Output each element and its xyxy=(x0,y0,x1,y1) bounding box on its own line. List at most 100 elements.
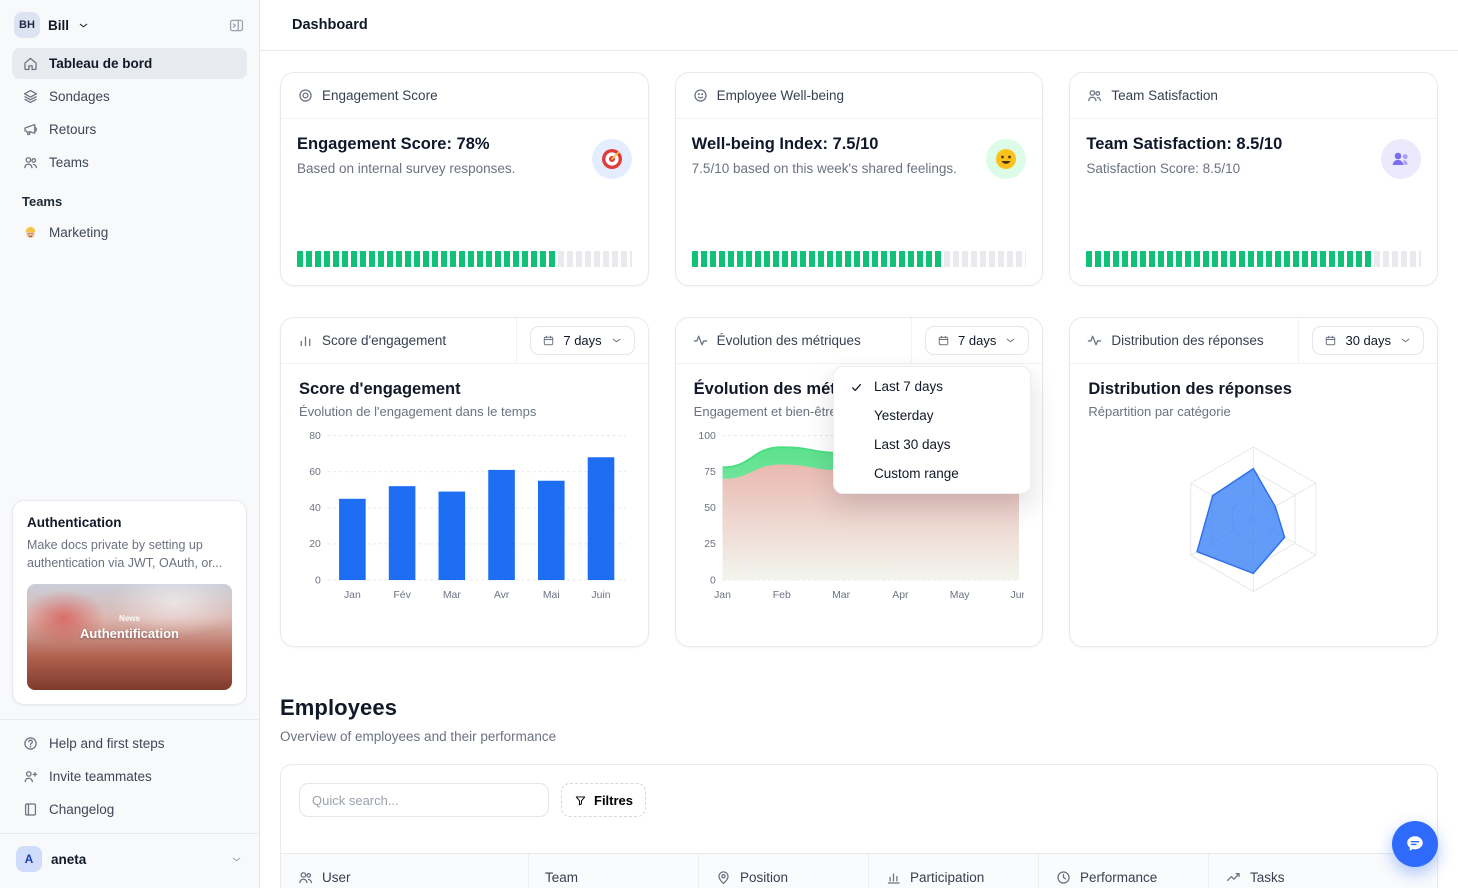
sidebar-item-sondages[interactable]: Sondages xyxy=(12,81,247,112)
layers-icon xyxy=(23,89,38,104)
workspace-name: Bill xyxy=(48,17,70,33)
date-range-button[interactable]: 7 days xyxy=(530,326,635,355)
chart-header-label: Distribution des réponses xyxy=(1111,333,1264,348)
svg-text:Mai: Mai xyxy=(543,590,560,601)
smiley-face-icon xyxy=(996,149,1017,169)
chat-bubble-icon xyxy=(1407,836,1423,851)
menu-item-last-7-days[interactable]: Last 7 days xyxy=(839,372,1025,401)
team-emoji-badge xyxy=(1381,139,1422,179)
column-header-position[interactable]: Position xyxy=(699,854,869,888)
svg-text:Apr: Apr xyxy=(892,590,909,601)
svg-text:Juin: Juin xyxy=(591,590,610,601)
column-header-team[interactable]: Team xyxy=(529,854,699,888)
stat-subtitle: 7.5/10 based on this week's shared feeli… xyxy=(691,161,957,176)
auth-card-image: News Authentification xyxy=(27,584,232,690)
svg-text:Mar: Mar xyxy=(832,590,850,601)
users-icon xyxy=(24,157,38,169)
users-icon xyxy=(1088,90,1102,102)
calendar-icon xyxy=(544,335,554,346)
employees-toolbar: Filtres xyxy=(281,765,1437,817)
column-header-user[interactable]: User xyxy=(281,854,529,888)
engagement-score-card: Engagement Score Engagement Score: 78% B… xyxy=(280,72,649,286)
two-people-icon xyxy=(1392,152,1408,165)
svg-text:20: 20 xyxy=(309,539,321,550)
column-label: User xyxy=(322,870,351,885)
svg-text:Fév: Fév xyxy=(393,590,411,601)
column-header-tasks[interactable]: Tasks xyxy=(1209,854,1437,888)
column-label: Tasks xyxy=(1250,870,1285,885)
card-header: Score d'engagement 7 days xyxy=(281,318,648,364)
date-range-label: 7 days xyxy=(958,333,997,348)
page-title: Dashboard xyxy=(292,17,368,33)
svg-text:Avr: Avr xyxy=(494,590,510,601)
column-header-performance[interactable]: Performance xyxy=(1039,854,1209,888)
filters-button[interactable]: Filtres xyxy=(561,783,647,817)
card-header: Employee Well-being xyxy=(675,73,1043,119)
column-label: Participation xyxy=(910,870,985,885)
sidebar-item-help[interactable]: Help and first steps xyxy=(12,728,247,759)
user-menu[interactable]: A aneta xyxy=(0,833,259,888)
range-wrap: 7 days xyxy=(911,318,1042,363)
target-icon xyxy=(299,89,312,102)
sidebar-item-label: Changelog xyxy=(49,802,115,817)
card-header: Évolution des métriques 7 days xyxy=(675,318,1043,364)
search-input[interactable] xyxy=(299,783,549,817)
range-wrap: 7 days xyxy=(516,318,647,363)
filters-label: Filtres xyxy=(594,792,634,808)
user-avatar: A xyxy=(16,846,42,872)
chart-header-label-group: Score d'engagement xyxy=(281,318,516,363)
column-label: Performance xyxy=(1080,870,1158,885)
svg-text:0: 0 xyxy=(315,575,321,586)
workspace-switcher[interactable]: BH Bill xyxy=(14,12,90,38)
chart-subtitle: Engagement et bien-être xyxy=(693,404,837,419)
menu-item-yesterday[interactable]: Yesterday xyxy=(839,401,1025,430)
chevron-down-icon xyxy=(79,23,88,27)
smiley-emoji-badge xyxy=(986,139,1027,179)
menu-item-label: Yesterday xyxy=(874,408,934,423)
stat-subtitle: Satisfaction Score: 8.5/10 xyxy=(1086,161,1241,176)
chart-subtitle: Répartition par catégorie xyxy=(1088,404,1231,419)
chart-header-label: Évolution des métriques xyxy=(716,333,861,348)
svg-text:May: May xyxy=(949,590,969,601)
date-range-label: 7 days xyxy=(563,333,602,348)
trending-up-icon xyxy=(1226,873,1240,882)
card-header-label: Team Satisfaction xyxy=(1111,88,1218,103)
chart-title: Score d'engagement xyxy=(299,380,461,398)
sidebar-item-invite[interactable]: Invite teammates xyxy=(12,761,247,792)
employees-title: Employees xyxy=(280,695,398,720)
card-header: Team Satisfaction xyxy=(1070,73,1438,119)
sidebar-item-teams[interactable]: Teams xyxy=(12,147,247,178)
activity-icon xyxy=(1088,335,1102,346)
column-label: Team xyxy=(545,870,579,885)
chart-header-label-group: Évolution des métriques xyxy=(676,318,911,363)
card-body: Well-being Index: 7.5/10 7.5/10 based on… xyxy=(676,119,1043,285)
sidebar-item-changelog[interactable]: Changelog xyxy=(12,794,247,825)
svg-text:80: 80 xyxy=(309,431,321,442)
authentication-promo-card[interactable]: Authentication Make docs private by sett… xyxy=(12,499,247,705)
calendar-icon xyxy=(938,335,949,346)
chat-widget-button[interactable] xyxy=(1392,821,1438,867)
sidebar-item-label: Help and first steps xyxy=(49,736,165,751)
sidebar-item-tableau-de-bord[interactable]: Tableau de bord xyxy=(12,48,247,79)
svg-text:25: 25 xyxy=(704,539,716,550)
worker-emoji-icon xyxy=(25,226,36,239)
megaphone-icon xyxy=(24,123,38,136)
menu-item-last-30-days[interactable]: Last 30 days xyxy=(839,430,1025,459)
date-range-button[interactable]: 7 days xyxy=(925,326,1030,355)
sidebar-toggle-button[interactable] xyxy=(228,17,245,34)
workspace-avatar: BH xyxy=(14,12,40,38)
funnel-icon xyxy=(575,795,586,805)
chevron-down-icon xyxy=(1401,338,1410,343)
dartboard-icon xyxy=(601,149,622,169)
sidebar-item-marketing[interactable]: Marketing xyxy=(12,217,247,248)
column-header-participation[interactable]: Participation xyxy=(869,854,1039,888)
team-satisfaction-card: Team Satisfaction Team Satisfaction: 8.5… xyxy=(1069,72,1439,286)
sidebar-item-label: Teams xyxy=(49,155,89,170)
card-body: Engagement Score: 78% Based on internal … xyxy=(281,119,648,285)
chart-header-label: Score d'engagement xyxy=(322,333,447,348)
menu-item-custom-range[interactable]: Custom range xyxy=(839,459,1025,488)
date-range-button[interactable]: 30 days xyxy=(1312,326,1425,355)
svg-text:75: 75 xyxy=(704,467,716,478)
sidebar-item-retours[interactable]: Retours xyxy=(12,114,247,145)
